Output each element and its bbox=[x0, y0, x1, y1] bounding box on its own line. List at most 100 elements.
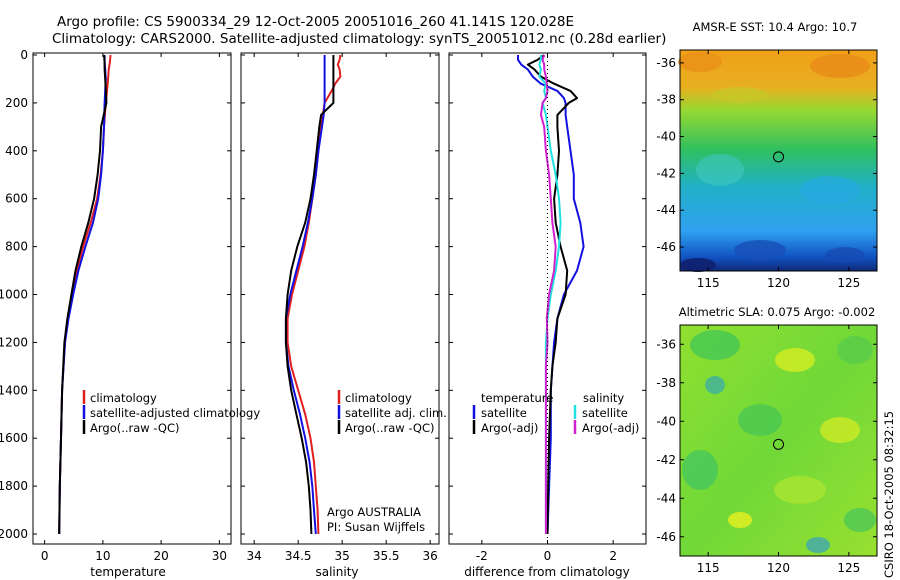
sst-cold-patch bbox=[734, 240, 786, 260]
map-x-tick-label: 115 bbox=[697, 276, 720, 290]
sla-eddy bbox=[690, 330, 740, 360]
sla-map-axes: 115 120 125 -36 -38 -40 -42 -44 -46 bbox=[656, 325, 877, 575]
series-line-salinity-argo-adj bbox=[539, 54, 557, 534]
sla-eddy bbox=[806, 537, 830, 553]
map-x-tick-label: 120 bbox=[767, 561, 790, 575]
annotation-pi-name: PI: Susan Wijffels bbox=[327, 520, 425, 534]
x-tick-label: 35 bbox=[335, 549, 350, 563]
map-x-tick-label: 125 bbox=[837, 561, 860, 575]
map-y-tick-label: -36 bbox=[656, 337, 676, 351]
map-x-tick-label: 125 bbox=[837, 276, 860, 290]
sla-eddy bbox=[738, 404, 782, 436]
sst-map-axes: 115 120 125 -36 -38 -40 -42 -44 -46 bbox=[656, 50, 877, 290]
sla-eddy bbox=[705, 376, 725, 394]
map-x-tick-label: 120 bbox=[767, 276, 790, 290]
temperature-legend: climatology satellite-adjusted climatolo… bbox=[82, 390, 260, 435]
series-line-argo-raw-qc bbox=[58, 54, 108, 535]
sst-map: 115 120 125 -36 -38 -40 -42 -44 -46 bbox=[656, 49, 878, 290]
sla-eddy bbox=[775, 348, 815, 372]
depth-tick-label: 800 bbox=[5, 240, 28, 254]
x-tick-label: 35.5 bbox=[373, 549, 400, 563]
depth-tick-label: 400 bbox=[5, 144, 28, 158]
salinity-legend: climatology satellite adj. clim. Argo(..… bbox=[337, 390, 447, 435]
sst-front-patch bbox=[712, 87, 768, 103]
sst-eddies bbox=[678, 52, 870, 272]
argo-location-marker bbox=[773, 438, 784, 450]
legend-label-sal-satellite: satellite bbox=[582, 406, 628, 420]
argo-location-marker bbox=[773, 151, 784, 163]
difference-legend: temperature salinity satellite Argo(-adj… bbox=[472, 391, 639, 435]
map-y-tick-label: -40 bbox=[656, 130, 676, 144]
sla-eddy bbox=[728, 512, 752, 528]
sla-eddy bbox=[820, 417, 860, 443]
csiro-credit: CSIRO 18-Oct-2005 08:32:15 bbox=[882, 411, 896, 578]
depth-tick-label: 1400 bbox=[0, 383, 28, 397]
x-tick-label: 34.5 bbox=[285, 549, 312, 563]
legend-heading-salinity: salinity bbox=[583, 391, 624, 405]
figure-title-line1: Argo profile: CS 5900334_29 12-Oct-2005 … bbox=[57, 14, 574, 30]
temperature-axes bbox=[32, 52, 232, 545]
map-y-tick-label: -44 bbox=[656, 203, 676, 217]
legend-label-argo: Argo(..raw -QC) bbox=[345, 421, 435, 435]
depth-tick-label: 1000 bbox=[0, 288, 28, 302]
figure-title-line2: Climatology: CARS2000. Satellite-adjuste… bbox=[52, 31, 666, 47]
legend-label-satellite: satellite-adjusted climatology bbox=[90, 406, 260, 420]
legend-label-argo: Argo(..raw -QC) bbox=[90, 421, 180, 435]
depth-tick-label: 1800 bbox=[0, 479, 28, 493]
x-tick-label: -2 bbox=[476, 549, 488, 563]
difference-plot: -2 0 2 bbox=[449, 53, 646, 563]
sst-map-title: AMSR-E SST: 10.4 Argo: 10.7 bbox=[693, 20, 858, 34]
x-tick-label: 30 bbox=[212, 549, 227, 563]
sst-warm-patch bbox=[678, 52, 722, 72]
map-y-tick-label: -46 bbox=[656, 530, 676, 544]
sla-eddy bbox=[844, 508, 876, 532]
salinity-xlabel: salinity bbox=[315, 565, 358, 579]
salinity-plot: 34 34.5 35 35.5 36 bbox=[241, 53, 439, 563]
x-tick-label: 0 bbox=[41, 549, 49, 563]
sst-cold-patch bbox=[825, 247, 865, 263]
sla-eddy bbox=[837, 336, 873, 364]
sla-map: 115 120 125 -36 -38 -40 -42 -44 -46 bbox=[656, 324, 878, 575]
map-y-tick-label: -46 bbox=[656, 240, 676, 254]
series-line-temperature-argo-adj bbox=[526, 54, 578, 535]
sla-eddy bbox=[774, 476, 826, 504]
map-x-tick-label: 115 bbox=[697, 561, 720, 575]
map-y-tick-label: -38 bbox=[656, 376, 676, 390]
map-y-tick-label: -36 bbox=[656, 56, 676, 70]
sla-eddy bbox=[682, 450, 718, 490]
sst-cold-patch bbox=[680, 258, 716, 272]
legend-label-temp-argo: Argo(-adj) bbox=[481, 421, 538, 435]
series-line-satellite-adj-clim bbox=[284, 55, 326, 535]
map-y-tick-label: -42 bbox=[656, 453, 676, 467]
sst-warm-patch bbox=[810, 54, 870, 78]
x-tick-label: 10 bbox=[95, 549, 110, 563]
x-tick-label: 20 bbox=[153, 549, 168, 563]
depth-tick-label: 200 bbox=[5, 96, 28, 110]
annotation-argo-australia: Argo AUSTRALIA bbox=[327, 505, 421, 519]
legend-label-climatology: climatology bbox=[345, 391, 412, 405]
temperature-plot: 0 10 20 30 bbox=[33, 53, 231, 563]
sst-cool-patch bbox=[800, 176, 860, 204]
map-y-tick-label: -38 bbox=[656, 93, 676, 107]
temperature-xlabel: temperature bbox=[90, 565, 165, 579]
sla-eddies bbox=[682, 330, 876, 553]
salinity-axes bbox=[240, 52, 440, 545]
x-tick-label: 34 bbox=[247, 549, 262, 563]
legend-heading-temperature: temperature bbox=[481, 391, 553, 405]
map-y-tick-label: -44 bbox=[656, 491, 676, 505]
map-y-tick-label: -40 bbox=[656, 414, 676, 428]
legend-label-climatology: climatology bbox=[90, 391, 157, 405]
difference-axes bbox=[448, 52, 647, 545]
depth-tick-label: 2000 bbox=[0, 527, 28, 541]
legend-label-temp-satellite: satellite bbox=[481, 406, 527, 420]
legend-label-satellite: satellite adj. clim. bbox=[345, 406, 447, 420]
sla-map-title: Altimetric SLA: 0.075 Argo: -0.002 bbox=[679, 305, 876, 319]
difference-xlabel: difference from climatology bbox=[464, 565, 630, 579]
series-line-argo-raw-qc bbox=[284, 55, 335, 535]
depth-axis: 0 200 400 600 800 1000 1200 1400 1600 1800 2000 bbox=[0, 48, 28, 541]
depth-tick-label: 0 bbox=[20, 48, 28, 62]
x-tick-label: 36 bbox=[423, 549, 438, 563]
sst-cool-patch bbox=[696, 154, 744, 186]
depth-tick-label: 1600 bbox=[0, 431, 28, 445]
